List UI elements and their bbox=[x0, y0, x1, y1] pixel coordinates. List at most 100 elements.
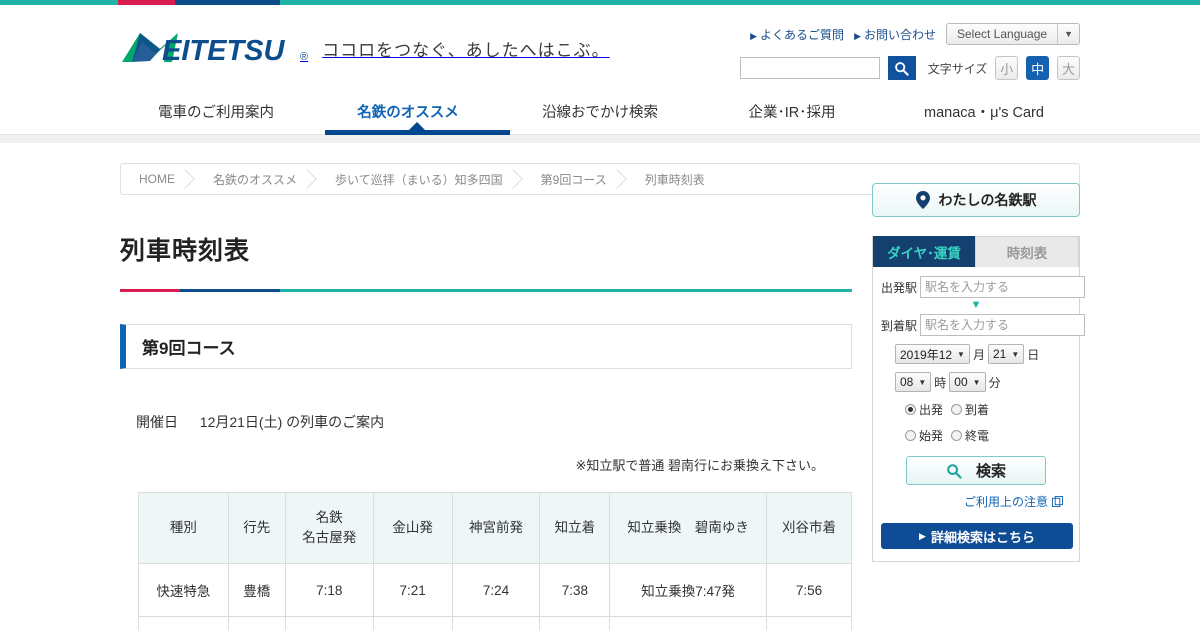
route-search-panel: ダイヤ･運賃 時刻表 出発駅 ▼ 到着駅 2019年12 bbox=[872, 236, 1086, 562]
registered-mark: ® bbox=[300, 51, 309, 63]
radio-first-train[interactable]: 始発 bbox=[905, 427, 943, 444]
nav-item-outing-search[interactable]: 沿線おでかけ検索 bbox=[542, 104, 658, 121]
chevron-down-icon: ▼ bbox=[972, 377, 981, 387]
cell-meitetsu-nagoya: 7:18 bbox=[284, 563, 374, 617]
radio-departure[interactable]: 出発 bbox=[905, 401, 943, 418]
day-select[interactable]: 21 ▼ bbox=[987, 344, 1025, 364]
usage-caution-link[interactable]: ご利用上の注意 bbox=[881, 493, 1071, 510]
radio-departure-label: 出発 bbox=[919, 403, 944, 417]
nav-item-recommendations[interactable]: 名鉄のオススメ bbox=[357, 104, 459, 121]
cell-jingumae: 7:24 bbox=[451, 563, 541, 617]
nav-active-arrow-icon bbox=[409, 122, 425, 130]
main-column: 列車時刻表 第9回コース 開催日 12月21日(土) の列車のご案内 ※知立駅で… bbox=[120, 231, 852, 630]
breadcrumb-item-recommendations[interactable]: 名鉄のオススメ bbox=[191, 164, 313, 194]
meitetsu-logo-icon: EITETSU bbox=[122, 33, 286, 65]
event-date-label: 開催日 bbox=[136, 414, 178, 430]
chevron-down-icon: ▼ bbox=[918, 377, 927, 387]
cell-kariyashi: 7:56 bbox=[766, 563, 852, 617]
site-search-button[interactable] bbox=[888, 56, 916, 80]
svg-text:EITETSU: EITETSU bbox=[162, 35, 286, 65]
departure-station-input[interactable] bbox=[920, 276, 1086, 298]
nav-item-corporate-ir[interactable]: 企業･IR･採用 bbox=[748, 104, 836, 121]
radio-arrival[interactable]: 到着 bbox=[951, 401, 989, 418]
minute-select[interactable]: 00 ▼ bbox=[949, 372, 986, 392]
header-chiryu-arrive: 知立着 bbox=[539, 492, 611, 564]
arrival-row: 到着駅 bbox=[881, 314, 1086, 336]
event-date-text: 12月21日(土) の列車のご案内 bbox=[199, 414, 385, 430]
event-date-line: 開催日 12月21日(土) の列車のご案内 bbox=[120, 412, 852, 432]
nav-active-underline bbox=[325, 130, 510, 135]
faq-link[interactable]: ▶ よくあるご質問 bbox=[750, 26, 844, 43]
cell-kanayama: 7:37 bbox=[372, 616, 453, 630]
site-logo[interactable]: EITETSU ® ココロをつなぐ、あしたへはこぶ。 bbox=[120, 31, 610, 65]
nav-item-train-guide[interactable]: 電車のご利用案内 bbox=[158, 104, 274, 121]
nav-bottom-band bbox=[0, 135, 1200, 143]
external-window-icon bbox=[1052, 496, 1063, 507]
header-type: 種別 bbox=[138, 492, 229, 564]
transfer-note: ※知立駅で普通 碧南行にお乗換え下さい。 bbox=[575, 458, 824, 473]
text-size-label: 文字サイズ bbox=[927, 61, 988, 76]
text-size-small-button[interactable]: 小 bbox=[995, 56, 1019, 80]
divider-segment-teal bbox=[280, 289, 852, 292]
contact-link-label: お問い合わせ bbox=[863, 27, 936, 42]
breadcrumb-item-chita-shikoku[interactable]: 歩いて巡拝（まいる）知多四国 bbox=[313, 164, 519, 194]
chevron-down-icon[interactable]: ▼ bbox=[1057, 24, 1079, 44]
header-destination: 行先 bbox=[227, 492, 286, 564]
stripe-segment-red bbox=[118, 0, 175, 5]
tab-diagram-fare[interactable]: ダイヤ･運賃 bbox=[873, 236, 975, 267]
route-search-button[interactable]: 検索 bbox=[906, 456, 1046, 485]
header-chiryu-transfer: 知立乗換 碧南ゆき bbox=[609, 492, 768, 564]
detailed-search-button[interactable]: ▶ 詳細検索はこちら bbox=[881, 523, 1073, 549]
table-row: 快速特急 豊橋 7:18 7:21 7:24 7:38 知立乗換7:47発 7:… bbox=[138, 563, 852, 617]
date-row: 2019年12 ▼ 月 21 ▼ 日 bbox=[881, 344, 1071, 364]
day-value: 21 bbox=[992, 347, 1007, 361]
language-select[interactable]: Select Language ▼ bbox=[946, 23, 1080, 45]
main-navigation: 電車のご利用案内 名鉄のオススメ 沿線おでかけ検索 企業･IR･採用 manac… bbox=[0, 88, 1200, 135]
radio-row-departure-arrival: 出発 到着 bbox=[881, 401, 1071, 418]
divider-segment-blue bbox=[180, 289, 280, 292]
contact-link[interactable]: ▶ お問い合わせ bbox=[854, 26, 936, 43]
arrival-label: 到着駅 bbox=[881, 318, 918, 333]
panel-tabs: ダイヤ･運賃 時刻表 bbox=[873, 236, 1079, 267]
stripe-segment-teal-right bbox=[280, 0, 1200, 5]
stripe-segment-blue bbox=[175, 0, 280, 5]
nav-item-manaca-card[interactable]: manaca・μ's Card bbox=[924, 104, 1044, 121]
swap-stations-icon[interactable]: ▼ bbox=[970, 299, 982, 311]
tab-timetable[interactable]: 時刻表 bbox=[975, 236, 1079, 267]
year-month-select[interactable]: 2019年12 ▼ bbox=[895, 344, 970, 364]
page-content: HOME 名鉄のオススメ 歩いて巡拝（まいる）知多四国 第9回コース 列車時刻表… bbox=[120, 163, 1086, 630]
map-pin-icon bbox=[915, 191, 930, 209]
cell-chiryu-arrive: 7:53 bbox=[539, 616, 611, 630]
arrival-station-input[interactable] bbox=[920, 314, 1086, 336]
my-station-button[interactable]: わたしの名鉄駅 bbox=[872, 183, 1080, 217]
triangle-right-icon: ▶ bbox=[750, 30, 758, 41]
search-icon bbox=[947, 463, 962, 479]
minute-value: 00 bbox=[954, 375, 968, 389]
site-search-input[interactable] bbox=[740, 57, 881, 79]
header-kariyashi-arrive: 刈谷市着 bbox=[766, 492, 852, 564]
cell-jingumae: 7:40 bbox=[451, 616, 541, 630]
my-station-button-label: わたしの名鉄駅 bbox=[938, 192, 1037, 208]
header-meitetsu-nagoya-line2: 名古屋発 bbox=[302, 530, 357, 545]
header-jingumae: 神宮前発 bbox=[451, 492, 541, 564]
header-utility-area: ▶ よくあるご質問 ▶ お問い合わせ Select Language ▼ bbox=[740, 23, 1080, 80]
usage-caution-label: ご利用上の注意 bbox=[963, 495, 1048, 509]
detailed-search-button-label: 詳細検索はこちら bbox=[930, 529, 1035, 545]
radio-arrival-label: 到着 bbox=[965, 403, 990, 417]
text-size-medium-button[interactable]: 中 bbox=[1026, 56, 1050, 80]
cell-destination: 豊橋 bbox=[227, 616, 286, 630]
table-header-row: 種別 行先 名鉄 名古屋発 金山発 神宮前発 知立着 知立乗換 碧南ゆき 刈谷市… bbox=[138, 492, 852, 564]
breadcrumb-item-course-9[interactable]: 第9回コース bbox=[519, 164, 623, 194]
table-row: 特急 豊橋 7:33 7:37 7:40 7:53 知立乗換8:01発 8:11 bbox=[138, 616, 852, 630]
radio-dot-icon bbox=[951, 430, 963, 441]
cell-kariyashi: 8:11 bbox=[766, 616, 852, 630]
stripe-segment-teal-left bbox=[0, 0, 118, 5]
radio-last-train[interactable]: 終電 bbox=[951, 427, 989, 444]
sidebar: わたしの名鉄駅 ダイヤ･運賃 時刻表 出発駅 ▼ 到着駅 bbox=[872, 183, 1086, 562]
text-size-large-button[interactable]: 大 bbox=[1057, 56, 1080, 80]
chevron-down-icon: ▼ bbox=[957, 349, 965, 359]
radio-dot-icon bbox=[951, 404, 963, 415]
breadcrumb-item-home[interactable]: HOME bbox=[121, 164, 191, 194]
hour-select[interactable]: 08 ▼ bbox=[895, 372, 932, 392]
page-title: 列車時刻表 bbox=[120, 237, 251, 265]
